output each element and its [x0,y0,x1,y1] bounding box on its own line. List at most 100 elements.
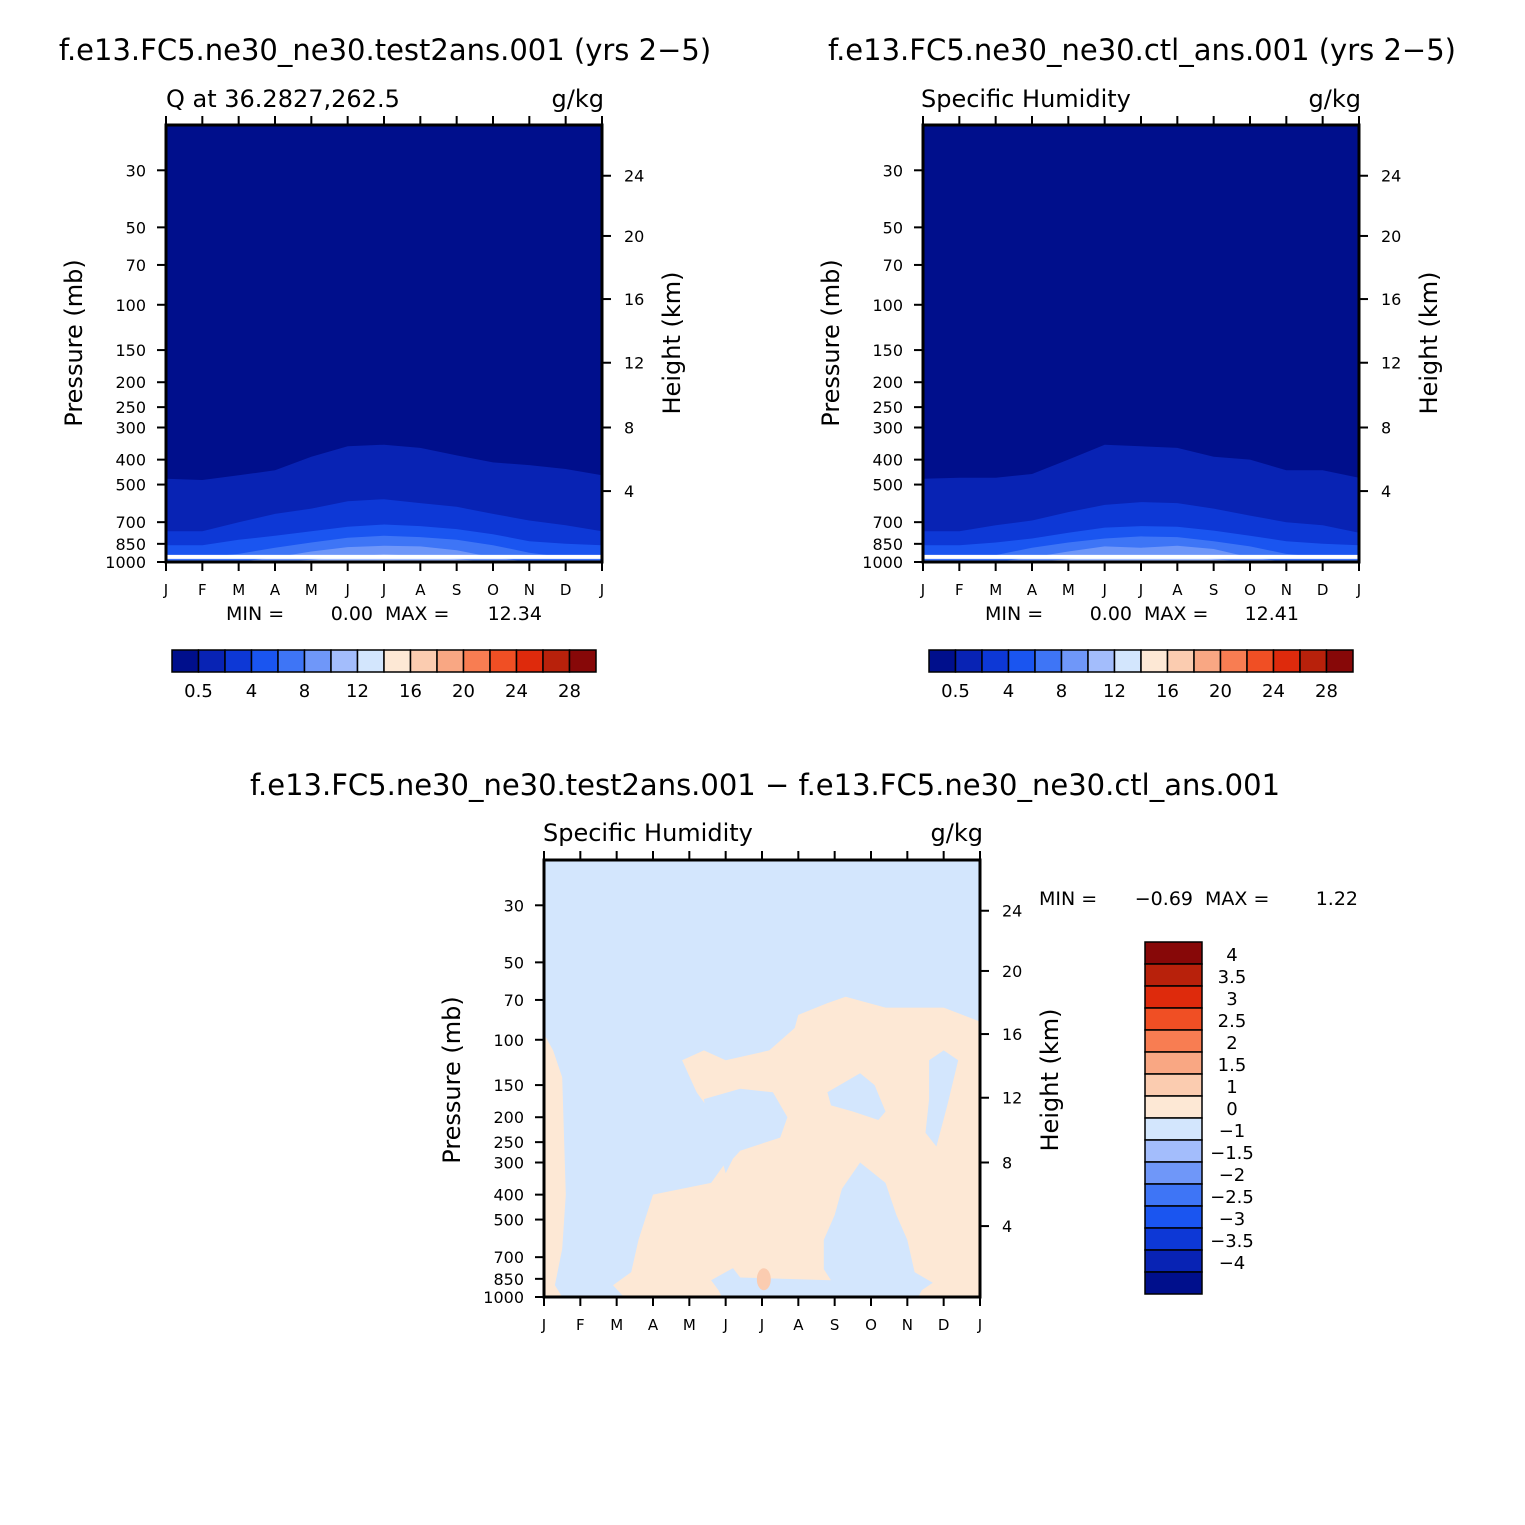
y-tick-label: 100 [493,1031,524,1050]
test-min-label: MIN = [226,603,284,625]
x-tick-label: S [1209,581,1219,599]
x-tick-label: A [793,1316,804,1334]
page-title-right: f.e13.FC5.ne30_ne30.ctl_ans.001 (yrs 2−5… [828,33,1456,67]
x-tick-label: J [1138,581,1143,599]
colorbar-swatch [1144,963,1203,987]
test-max-label: MAX = [385,603,449,625]
colorbar-swatch [1144,1117,1203,1141]
y-tick-label: 100 [115,296,146,315]
colorbar-swatch [1193,649,1222,673]
height-tick-label: 16 [1002,1025,1022,1044]
colorbar-label: −3 [1219,1209,1246,1230]
test-left-title: Q at 36.2827,262.5 [166,85,400,113]
diff-negative-patch [703,1088,788,1174]
height-tick-label: 8 [1381,419,1391,438]
colorbar-label: 28 [1315,681,1338,702]
colorbar-swatch [277,649,306,673]
colorbar-swatch [1325,649,1354,673]
y-tick-label: 700 [493,1248,524,1267]
ctl-max-label: MAX = [1144,603,1208,625]
page-title-bottom: f.e13.FC5.ne30_ne30.test2ans.001 − f.e13… [250,768,1280,802]
x-tick-label: A [1172,581,1183,599]
colorbar-swatch [303,649,332,673]
colorbar-label: 3.5 [1218,967,1247,988]
y-tick-label: 50 [126,218,146,237]
colorbar-swatch [1113,649,1142,673]
x-tick-label: M [989,581,1002,599]
colorbar-swatch [383,649,412,673]
diff-positive-region [544,996,980,1297]
y-tick-label: 200 [872,373,903,392]
height-tick-label: 16 [624,290,644,309]
x-tick-label: A [648,1316,659,1334]
ctl-min-value: 0.00 [1090,603,1132,625]
x-tick-label: J [541,1316,546,1334]
x-tick-label: M [232,581,245,599]
colorbar-swatch [250,649,279,673]
y-tick-label: 70 [883,256,903,275]
x-tick-label: J [344,581,349,599]
colorbar-label: 16 [1156,681,1179,702]
x-tick-label: J [977,1316,982,1334]
colorbar-label: 24 [505,681,528,702]
colorbar-swatch [436,649,465,673]
colorbar-swatch [1144,1095,1203,1119]
colorbar-swatch [1140,649,1169,673]
x-tick-label: J [163,581,168,599]
x-tick-label: D [560,581,572,599]
colorbar-swatch [954,649,983,673]
colorbar-label: 4 [1226,945,1237,966]
diff-max-label: MAX = [1205,888,1269,910]
y-tick-label: 400 [115,451,146,470]
colorbar-swatch [489,649,518,673]
colorbar-swatch [1144,985,1203,1009]
x-tick-label: A [415,581,426,599]
colorbar-label: 2 [1226,1033,1237,1054]
colorbar-swatch [1144,1249,1203,1273]
y-tick-label: 1000 [862,553,903,572]
x-tick-label: J [759,1316,764,1334]
colorbar-label: 16 [399,681,422,702]
y-tick-label: 500 [872,476,903,495]
colorbar-swatch [1144,1205,1203,1229]
colorbar-label: −1.5 [1210,1143,1254,1164]
colorbar-swatch [1034,649,1063,673]
y-tick-label: 300 [872,419,903,438]
colorbar-label: 0 [1226,1099,1237,1120]
colorbar-swatch [1144,1271,1203,1295]
colorbar-label: 4 [1003,681,1014,702]
y-tick-label: 500 [493,1211,524,1230]
colorbar-label: 24 [1262,681,1285,702]
y-tick-label: 30 [126,161,146,180]
colorbar-swatch [330,649,359,673]
height-tick-label: 8 [1002,1154,1012,1173]
height-tick-label: 4 [1381,482,1391,501]
colorbar-swatch [224,649,253,673]
colorbar-label: 3 [1226,989,1237,1010]
y-tick-label: 700 [872,513,903,532]
ctl-height-axis-label: Height (km) [1415,272,1443,415]
colorbar-swatch [197,649,226,673]
colorbar-swatch [1144,1007,1203,1031]
colorbar-swatch [409,649,438,673]
x-tick-label: N [524,581,535,599]
colorbar-swatch [1144,1139,1203,1163]
x-tick-label: J [722,1316,727,1334]
colorbar-label: 20 [452,681,475,702]
height-tick-label: 20 [1002,962,1022,981]
x-tick-label: D [938,1316,950,1334]
colorbar-label: −2.5 [1210,1187,1254,1208]
y-tick-label: 300 [115,419,146,438]
y-tick-label: 200 [493,1108,524,1127]
x-tick-label: J [381,581,386,599]
colorbar-swatch [171,649,200,673]
ctl-min-label: MIN = [985,603,1043,625]
colorbar-swatch [1272,649,1301,673]
ctl-pressure-axis-label: Pressure (mb) [817,259,845,426]
colorbar-swatch [928,649,957,673]
y-tick-label: 500 [115,476,146,495]
x-tick-label: S [830,1316,840,1334]
diff-negative-patch [925,1050,959,1147]
y-tick-label: 700 [115,513,146,532]
